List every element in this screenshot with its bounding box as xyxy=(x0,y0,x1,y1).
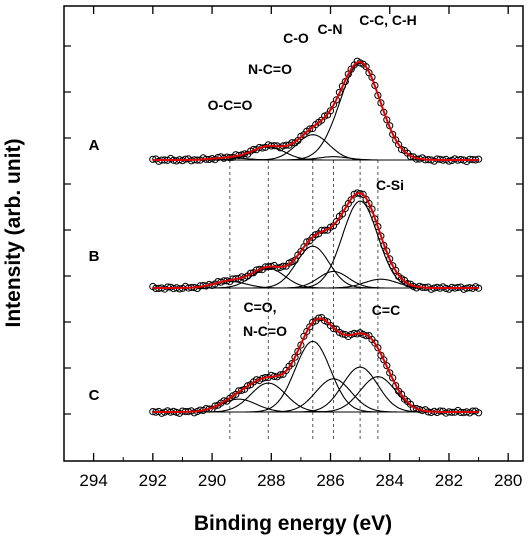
data-point xyxy=(329,325,338,333)
data-point xyxy=(158,409,166,417)
panel-label: B xyxy=(89,248,100,265)
data-point xyxy=(332,96,340,104)
component-peak xyxy=(152,62,479,161)
data-point xyxy=(374,344,382,352)
component-peak xyxy=(152,267,479,289)
envelope-fit xyxy=(152,317,479,413)
reference-lines xyxy=(229,160,379,440)
data-point xyxy=(288,359,296,368)
y-axis-title: Intensity (arb. unit) xyxy=(2,139,25,328)
data-point xyxy=(312,231,320,239)
data-point xyxy=(365,199,373,208)
data-point xyxy=(276,371,284,379)
x-tick-label: 288 xyxy=(257,471,285,490)
panel-label: C xyxy=(89,387,100,404)
data-point xyxy=(383,362,391,370)
component-peak xyxy=(152,245,479,289)
data-point xyxy=(383,116,391,124)
annotation-labels: O-C=O N-C=O C-O C-N C-C, C-H C-Si C=O, N-C=O C=C xyxy=(208,12,417,339)
x-tick-label: 292 xyxy=(139,471,167,490)
panel-b: B xyxy=(89,189,483,293)
component-peak xyxy=(152,366,479,413)
x-axis-title: Binding energy (eV) xyxy=(194,512,392,535)
data-point xyxy=(386,369,394,377)
data-point xyxy=(294,347,302,355)
x-tick-label: 284 xyxy=(376,471,404,490)
component-peak xyxy=(152,200,479,289)
x-tick-label: 290 xyxy=(198,471,226,490)
data-point xyxy=(332,218,340,226)
peak-label: N-C=O xyxy=(248,61,292,77)
data-point xyxy=(386,255,394,263)
component-peak xyxy=(152,134,479,161)
peak-label: C-C, C-H xyxy=(359,12,417,28)
x-tick-label: 286 xyxy=(316,471,344,490)
axis-ticks: 294 292 290 288 286 284 282 280 xyxy=(63,6,523,490)
data-point xyxy=(347,196,355,204)
data-point xyxy=(445,157,453,165)
envelope-fit xyxy=(152,191,479,289)
spectra-panels: A B C xyxy=(89,57,483,417)
x-tick-label: 294 xyxy=(79,471,107,490)
data-point xyxy=(306,125,314,133)
peak-label: N-C=O xyxy=(243,323,287,339)
data-point xyxy=(362,63,370,71)
panel-label: A xyxy=(89,137,100,154)
data-point xyxy=(380,356,388,364)
envelope-fit xyxy=(152,61,479,161)
data-point xyxy=(244,382,252,390)
data-point xyxy=(338,210,346,218)
data-point xyxy=(255,265,263,273)
data-point xyxy=(291,353,299,361)
peak-label: C-Si xyxy=(376,177,404,193)
data-point xyxy=(392,382,400,390)
component-peak xyxy=(152,376,479,413)
peak-label: C-O xyxy=(283,30,309,46)
data-point xyxy=(326,107,335,115)
panel-a: A xyxy=(89,57,483,166)
x-tick-label: 280 xyxy=(494,471,522,490)
plot-frame xyxy=(63,5,524,462)
component-peak xyxy=(152,340,479,413)
panel-c: C xyxy=(89,314,483,417)
data-point xyxy=(403,280,412,288)
data-point xyxy=(389,130,397,138)
peak-label: C-N xyxy=(318,21,343,37)
x-tick-label: 282 xyxy=(435,471,463,490)
peak-label: C=C xyxy=(372,302,400,318)
peak-label: O-C=O xyxy=(208,97,253,113)
data-point xyxy=(392,266,400,274)
peak-label: C=O, xyxy=(243,299,276,315)
